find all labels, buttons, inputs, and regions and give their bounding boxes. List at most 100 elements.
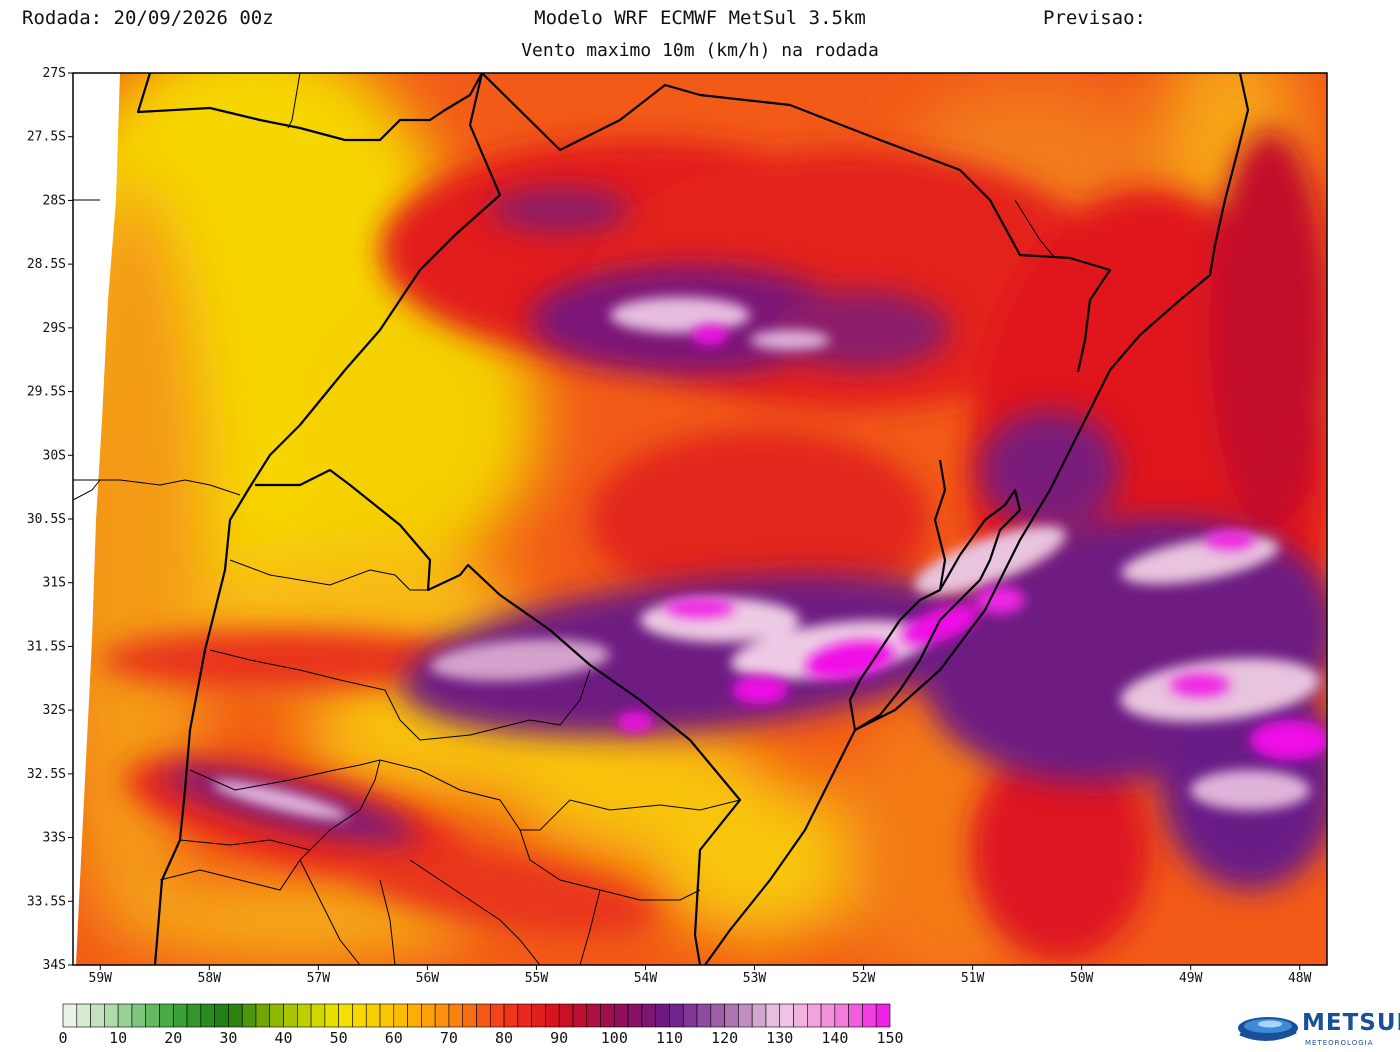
colorbar-label: 50 xyxy=(330,1029,348,1047)
colorbar-label: 80 xyxy=(495,1029,513,1047)
colorbar-label: 150 xyxy=(876,1029,903,1047)
colorbar-swatch xyxy=(324,1003,339,1028)
colorbar-swatch xyxy=(255,1003,271,1028)
colorbar-swatch xyxy=(738,1003,753,1028)
lon-tick-label: 58W xyxy=(198,971,222,986)
colorbar-swatch xyxy=(655,1003,670,1028)
colorbar-swatch xyxy=(352,1003,367,1028)
colorbar-swatch xyxy=(765,1003,781,1028)
lat-tick-label: 31.5S xyxy=(27,639,66,654)
colorbar-swatch xyxy=(558,1003,574,1028)
colorbar-swatch xyxy=(641,1003,656,1028)
colorbar-label: 60 xyxy=(385,1029,403,1047)
colorbar-swatch xyxy=(751,1003,767,1028)
lon-tick-label: 56W xyxy=(416,971,440,986)
colorbar-swatch xyxy=(724,1003,739,1028)
lat-tick-label: 29S xyxy=(43,321,66,336)
lat-tick-label: 30S xyxy=(43,448,66,463)
colorbar-label: 20 xyxy=(164,1029,182,1047)
colorbar-swatch xyxy=(434,1003,450,1028)
lon-tick-label: 57W xyxy=(307,971,331,986)
lat-tick-label: 30.5S xyxy=(27,512,66,527)
colorbar-swatch xyxy=(283,1003,298,1028)
colorbar-swatch xyxy=(172,1003,188,1028)
colorbar-swatch xyxy=(682,1003,698,1028)
lon-tick-label: 53W xyxy=(743,971,767,986)
lon-tick-label: 48W xyxy=(1288,971,1312,986)
colorbar-swatch xyxy=(600,1003,615,1028)
colorbar-swatch xyxy=(793,1003,808,1028)
lon-tick-label: 59W xyxy=(89,971,113,986)
latitude-axis: 27S 27.5S 28S 28.5S 29S 29.5S 30S 30.5S 31S 31.5S… xyxy=(27,66,73,973)
colorbar-swatch xyxy=(159,1003,174,1028)
colorbar: 0 10 20 30 40 50 60 70 80 90 100 110 120 130 140 150 xyxy=(58,1003,904,1047)
colorbar-swatch xyxy=(407,1003,422,1028)
lat-tick-label: 28S xyxy=(43,193,66,208)
colorbar-swatch xyxy=(489,1003,505,1028)
colorbar-swatch xyxy=(365,1003,381,1028)
colorbar-swatch xyxy=(696,1003,712,1028)
forecast-label: Previsao: xyxy=(1043,7,1146,29)
colorbar-swatch xyxy=(145,1003,160,1028)
lon-tick-label: 55W xyxy=(525,971,549,986)
colorbar-swatch xyxy=(779,1003,794,1028)
metsul-logo xyxy=(1238,1017,1298,1041)
colorbar-swatch xyxy=(241,1003,257,1028)
colorbar-swatch xyxy=(875,1003,891,1028)
colorbar-swatch xyxy=(338,1003,353,1028)
lat-tick-label: 32.5S xyxy=(27,767,66,782)
state-borders xyxy=(72,72,1056,966)
colorbar-swatch xyxy=(421,1003,436,1028)
colorbar-label: 30 xyxy=(219,1029,237,1047)
colorbar-swatch xyxy=(806,1003,822,1028)
colorbar-swatch xyxy=(393,1003,408,1028)
colorbar-swatch xyxy=(545,1003,560,1028)
wind-field xyxy=(73,73,1327,965)
colorbar-label: 40 xyxy=(275,1029,293,1047)
colorbar-swatch xyxy=(62,1003,78,1028)
logo-name: METSUL xyxy=(1302,1010,1400,1036)
colorbar-swatch xyxy=(90,1003,105,1028)
colorbar-swatch xyxy=(517,1003,532,1028)
lon-tick-label: 50W xyxy=(1070,971,1094,986)
colorbar-swatch xyxy=(131,1003,147,1028)
colorbar-swatch xyxy=(586,1003,601,1028)
lat-tick-label: 28.5S xyxy=(27,257,66,272)
logo-tagline: METEOROLOGIA xyxy=(1305,1039,1374,1047)
colorbar-swatch xyxy=(476,1003,491,1028)
lon-tick-label: 49W xyxy=(1179,971,1203,986)
colorbar-swatch xyxy=(297,1003,312,1028)
colorbar-swatch xyxy=(186,1003,202,1028)
colorbar-swatch xyxy=(200,1003,215,1028)
map-subtitle: Vento maximo 10m (km/h) na rodada xyxy=(521,40,879,61)
colorbar-label: 70 xyxy=(440,1029,458,1047)
colorbar-swatch xyxy=(228,1003,243,1028)
colorbar-swatch xyxy=(710,1003,725,1028)
lat-tick-label: 31S xyxy=(43,576,66,591)
country-borders xyxy=(136,72,1250,966)
lat-tick-label: 27.5S xyxy=(27,130,66,145)
colorbar-label: 110 xyxy=(656,1029,683,1047)
colorbar-swatch xyxy=(310,1003,326,1028)
model-title: Modelo WRF ECMWF MetSul 3.5km xyxy=(534,7,866,29)
colorbar-swatch xyxy=(848,1003,863,1028)
colorbar-swatch xyxy=(572,1003,588,1028)
lon-tick-label: 54W xyxy=(634,971,658,986)
colorbar-swatch xyxy=(669,1003,684,1028)
colorbar-swatch xyxy=(76,1003,91,1028)
colorbar-swatch xyxy=(503,1003,519,1028)
lat-tick-label: 34S xyxy=(43,958,66,973)
colorbar-label: 10 xyxy=(109,1029,127,1047)
colorbar-swatch xyxy=(862,1003,877,1028)
lat-tick-label: 33S xyxy=(43,831,66,846)
colorbar-swatch xyxy=(614,1003,629,1028)
colorbar-swatch xyxy=(214,1003,229,1028)
colorbar-label: 90 xyxy=(550,1029,568,1047)
colorbar-swatch xyxy=(462,1003,477,1028)
colorbar-swatch xyxy=(104,1003,119,1028)
colorbar-swatch xyxy=(448,1003,464,1028)
colorbar-swatch xyxy=(531,1003,546,1028)
colorbar-label: 120 xyxy=(711,1029,738,1047)
colorbar-label: 140 xyxy=(821,1029,848,1047)
